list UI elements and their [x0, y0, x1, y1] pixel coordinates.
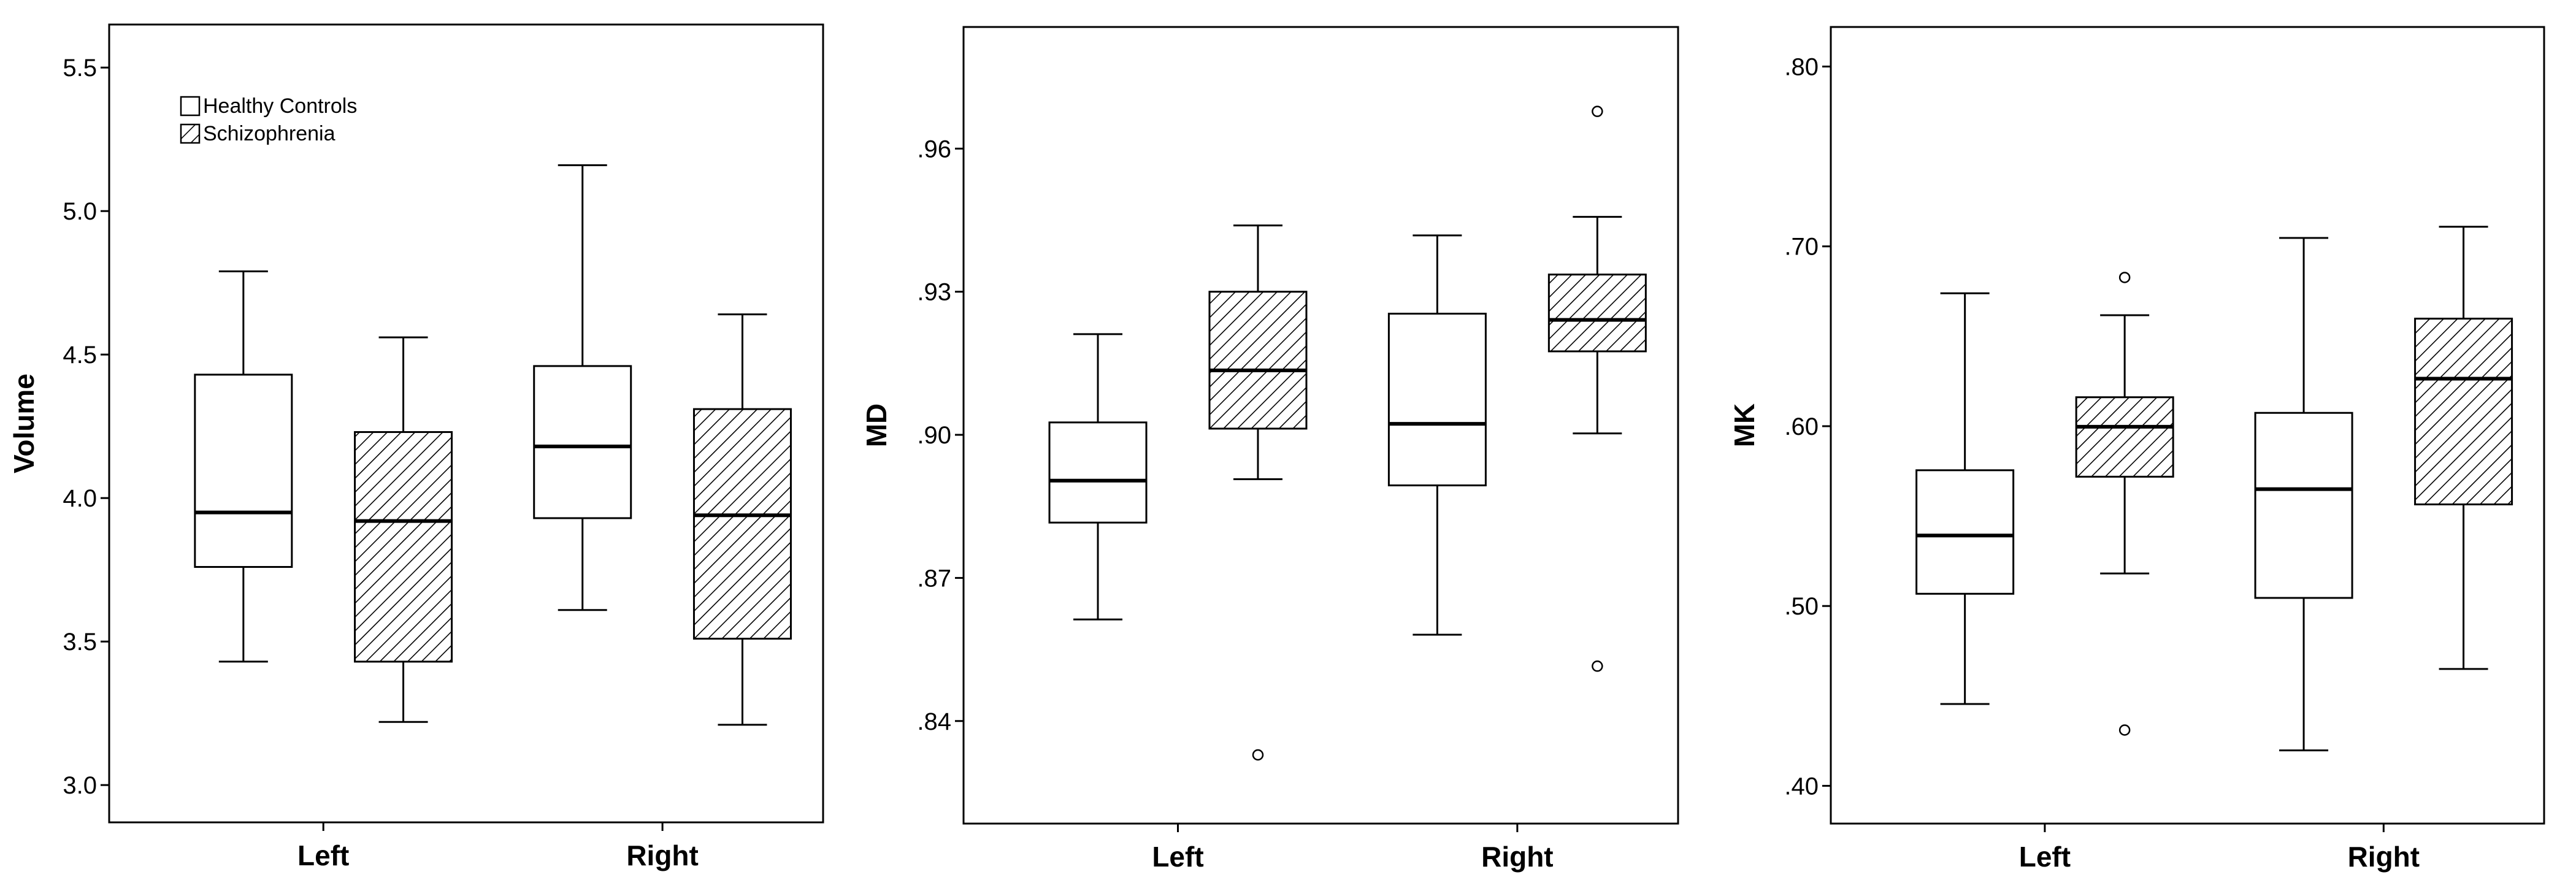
- legend-swatch: [180, 123, 201, 144]
- box-iqr: [692, 408, 792, 640]
- x-category-label: Left: [1152, 841, 1203, 873]
- y-tick-label: 5.5: [63, 55, 97, 82]
- x-category-label: Left: [297, 840, 349, 871]
- y-tick-label: 3.0: [63, 772, 97, 799]
- box-schizophrenia-left: [2075, 272, 2174, 736]
- box-schizophrenia-right: [2414, 226, 2513, 670]
- legend: Healthy Controls Schizophrenia: [180, 94, 357, 145]
- y-tick-label: .93: [917, 279, 951, 306]
- box-schizophrenia-left: [354, 336, 453, 723]
- legend-label: Schizophrenia: [203, 122, 335, 145]
- y-axis-label: MD: [861, 404, 892, 448]
- box-iqr: [2075, 396, 2174, 478]
- box-iqr: [1547, 274, 1647, 353]
- box-iqr: [1048, 421, 1148, 524]
- outlier-point: [1592, 660, 1603, 672]
- outlier-point: [2118, 724, 2131, 736]
- y-tick-label: .50: [1784, 593, 1819, 620]
- y-tick-label: .90: [917, 422, 951, 449]
- box-healthy-controls-left: [1915, 292, 2015, 705]
- plot-frame: [108, 23, 824, 824]
- x-category-label: Left: [2019, 841, 2071, 873]
- y-tick-label: 5.0: [63, 198, 97, 225]
- legend-item: Healthy Controls: [180, 94, 357, 118]
- y-axis-label: Volume: [8, 373, 40, 473]
- plot-frame: [962, 26, 1679, 825]
- panel-md: .84 .87 .90 .93 .96 MD Left Right: [861, 26, 1679, 873]
- y-tick-label: .70: [1784, 234, 1819, 261]
- panel-mk: .40 .50 .60 .70 .80 MK Left Right: [1728, 26, 2545, 873]
- box-schizophrenia-right: [1547, 105, 1647, 672]
- x-category-label: Right: [2348, 841, 2420, 873]
- box-healthy-controls-left: [1048, 333, 1148, 621]
- box-healthy-controls-right: [1387, 234, 1487, 636]
- box-schizophrenia-left: [1208, 224, 1308, 761]
- box-iqr: [2414, 318, 2513, 506]
- box-iqr: [1915, 469, 2015, 595]
- legend-swatch: [180, 96, 201, 117]
- box-iqr: [194, 373, 293, 568]
- box-iqr: [533, 365, 632, 519]
- box-iqr: [1208, 291, 1308, 430]
- y-tick-label: .87: [917, 565, 951, 592]
- legend-label: Healthy Controls: [203, 94, 357, 118]
- outlier-point: [1592, 105, 1603, 117]
- panel-volume: 3.0 3.5 4.0 4.5 5.0 5.5 Volume Left Right: [8, 23, 824, 871]
- outlier-point: [2118, 272, 2131, 283]
- box-healthy-controls-right: [2254, 237, 2353, 752]
- y-tick-label: .60: [1784, 413, 1819, 440]
- x-category-label: Right: [626, 840, 699, 871]
- y-tick-label: 4.0: [63, 485, 97, 512]
- box-iqr: [354, 431, 453, 663]
- box-healthy-controls-right: [533, 164, 632, 611]
- box-iqr: [2254, 411, 2353, 599]
- y-tick-label: .84: [917, 708, 951, 735]
- y-tick-label: 3.5: [63, 629, 97, 656]
- y-tick-label: 4.5: [63, 342, 97, 369]
- y-axis-label: MK: [1728, 404, 1760, 448]
- legend-item: Schizophrenia: [180, 122, 335, 145]
- y-tick-label: .96: [917, 136, 951, 163]
- y-tick-label: .40: [1784, 773, 1819, 800]
- outlier-point: [1252, 749, 1264, 761]
- x-category-label: Right: [1481, 841, 1554, 873]
- box-healthy-controls-left: [194, 270, 293, 663]
- y-tick-label: .80: [1784, 54, 1819, 81]
- box-schizophrenia-right: [692, 313, 792, 726]
- box-iqr: [1387, 312, 1487, 487]
